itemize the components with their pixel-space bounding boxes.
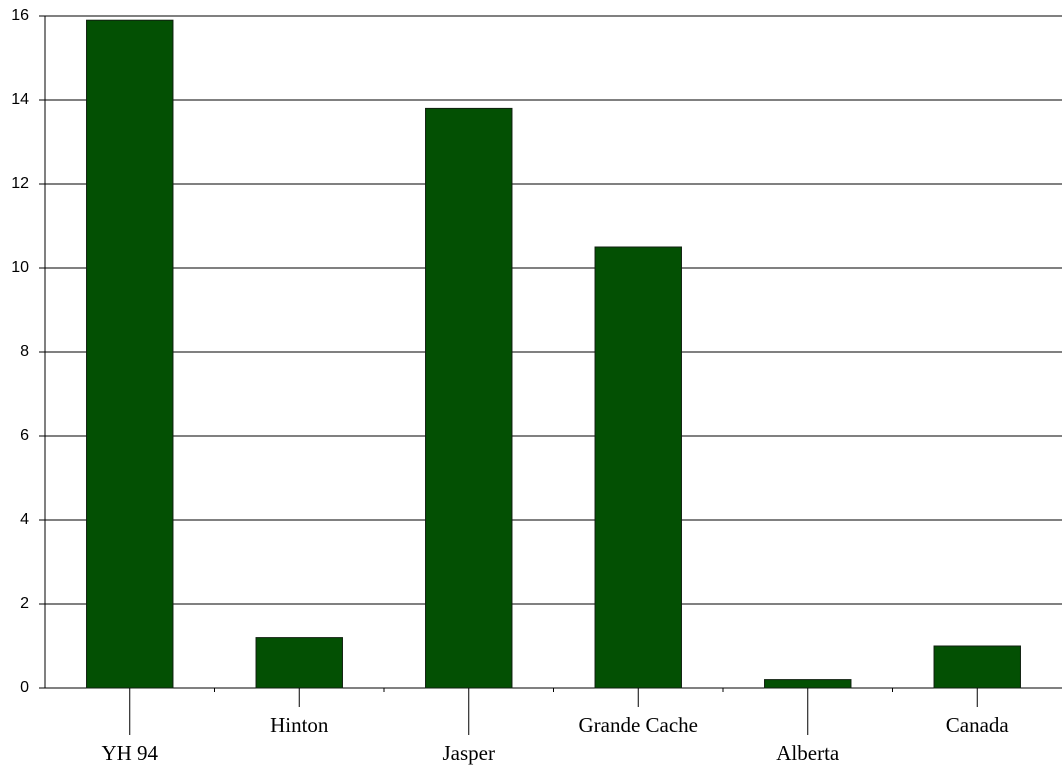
y-tick-label: 4 xyxy=(20,511,29,528)
y-tick-label: 2 xyxy=(20,595,29,612)
y-tick-label: 14 xyxy=(11,91,29,108)
x-tick-label: YH 94 xyxy=(101,741,158,765)
x-tick-label: Alberta xyxy=(776,741,840,765)
y-tick-label: 10 xyxy=(11,259,29,276)
y-tick-label: 16 xyxy=(11,7,29,24)
bar xyxy=(255,637,343,689)
x-tick-label: Jasper xyxy=(443,741,495,765)
x-tick-label: Canada xyxy=(946,713,1010,737)
x-tick-label: Grande Cache xyxy=(578,713,698,737)
y-tick-label: 12 xyxy=(11,175,29,192)
bar xyxy=(86,19,174,689)
y-tick-label: 8 xyxy=(20,343,29,360)
bar xyxy=(594,246,682,689)
y-tick-label: 0 xyxy=(20,679,29,696)
y-tick-label: 6 xyxy=(20,427,29,444)
bar xyxy=(933,645,1021,689)
bar xyxy=(425,107,513,689)
x-tick-label: Hinton xyxy=(270,713,329,737)
bar xyxy=(764,679,852,689)
